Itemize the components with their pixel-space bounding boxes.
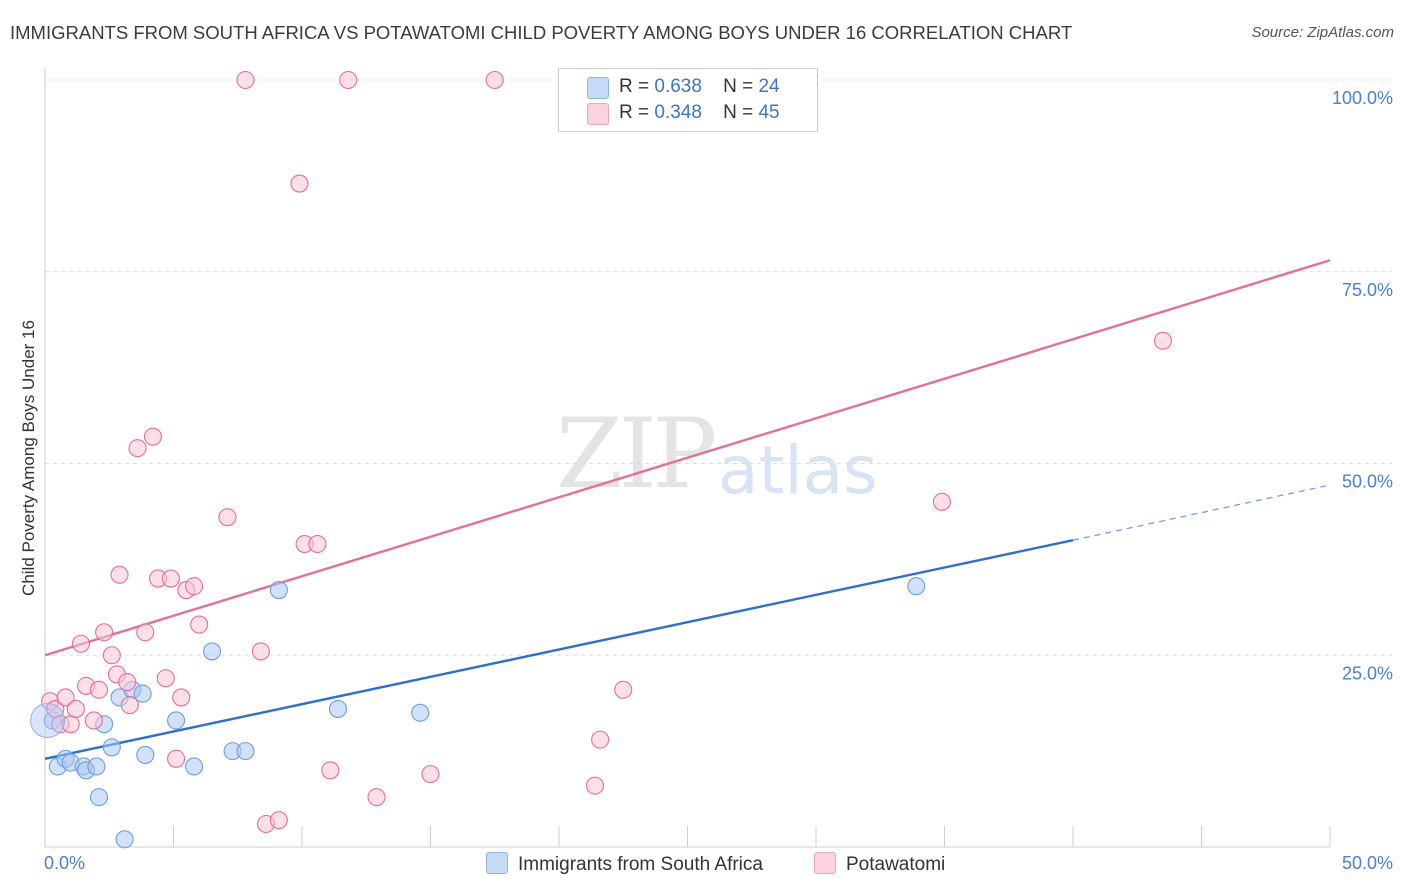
data-point — [161, 569, 180, 588]
legend-n-label: N = — [723, 76, 754, 97]
data-point-large — [30, 702, 66, 738]
data-point — [120, 696, 139, 715]
series-legend-potawatomi: Potawatomi — [814, 852, 945, 876]
data-point — [236, 742, 255, 761]
data-point — [321, 761, 340, 780]
data-point — [89, 680, 109, 699]
stats-legend: R = 0.638 N = 24 R = 0.348 N = 45 — [558, 68, 818, 132]
series-potawatomi — [41, 70, 1172, 834]
data-point — [110, 565, 129, 584]
data-points — [30, 70, 1172, 849]
data-point — [614, 680, 633, 699]
data-point — [308, 534, 327, 554]
legend-swatch-potawatomi — [587, 103, 609, 125]
data-point — [907, 577, 926, 596]
data-point — [84, 711, 103, 730]
data-point — [1153, 331, 1172, 350]
data-point — [269, 581, 288, 600]
legend-swatch-south-africa — [587, 77, 609, 99]
legend-r-value: 0.638 — [654, 76, 702, 97]
data-point — [411, 703, 430, 722]
data-point — [87, 757, 106, 776]
trend-lines — [44, 259, 1331, 760]
y-axis-label: Child Poverty Among Boys Under 16 — [19, 320, 38, 596]
y-tick-label: 50.0% — [1342, 472, 1393, 492]
data-point — [95, 623, 114, 642]
data-point — [485, 70, 504, 90]
data-point — [66, 699, 85, 718]
data-point — [143, 427, 162, 446]
x-tick-label: 50.0% — [1342, 853, 1393, 873]
data-point — [185, 757, 204, 776]
data-point — [167, 749, 186, 768]
data-point — [167, 711, 186, 730]
data-point — [156, 669, 175, 688]
legend-r-label: R = — [619, 102, 650, 123]
data-point — [133, 684, 152, 703]
data-point — [251, 642, 270, 661]
data-point — [236, 70, 255, 90]
watermark-atlas: atlas — [718, 432, 878, 509]
series-name-potawatomi: Potawatomi — [846, 854, 946, 875]
data-point — [932, 492, 951, 511]
chart-title: IMMIGRANTS FROM SOUTH AFRICA VS POTAWATO… — [10, 22, 1073, 43]
data-point — [328, 699, 348, 718]
data-point — [71, 634, 91, 653]
data-point — [367, 788, 386, 807]
data-point — [203, 642, 222, 661]
series-name-south-africa: Immigrants from South Africa — [518, 854, 763, 875]
y-tick-label: 75.0% — [1342, 280, 1393, 300]
data-point — [585, 776, 605, 795]
legend-n-value: 24 — [758, 76, 780, 97]
data-point — [185, 577, 204, 596]
data-point — [118, 673, 137, 692]
series-south-africa — [43, 577, 926, 849]
data-point — [591, 730, 610, 749]
data-point — [89, 788, 109, 807]
legend-r-value: 0.348 — [654, 102, 702, 123]
data-point — [269, 811, 288, 830]
series-legend-south-africa: Immigrants from South Africa — [486, 852, 763, 876]
data-point — [136, 623, 155, 642]
data-point — [102, 738, 121, 757]
y-tick-label: 100.0% — [1332, 88, 1393, 108]
data-point — [115, 830, 134, 849]
data-point — [136, 745, 155, 765]
watermark-zip: ZIP — [556, 398, 717, 510]
legend-n-value: 45 — [758, 102, 780, 123]
data-point — [339, 70, 358, 90]
trend-line-potawatomi — [44, 259, 1331, 657]
x-tick-label: 0.0% — [44, 853, 85, 873]
series-swatch-south-africa — [486, 852, 508, 874]
data-point — [190, 615, 209, 634]
tick-labels: 25.0% 50.0% 75.0% 100.0% 0.0% 50.0% — [44, 88, 1393, 873]
data-point — [56, 688, 75, 707]
data-point — [128, 439, 147, 458]
data-point — [102, 646, 121, 665]
data-point — [421, 765, 440, 784]
data-point — [290, 174, 309, 193]
data-point — [172, 688, 191, 707]
legend-r-label: R = — [619, 76, 650, 97]
series-swatch-potawatomi — [814, 852, 836, 874]
trend-line-south-africa-extension — [1072, 484, 1331, 541]
trend-line-south-africa — [44, 539, 1074, 760]
gridlines — [45, 79, 1392, 656]
data-point — [218, 508, 237, 527]
legend-n-label: N = — [723, 102, 754, 123]
y-tick-label: 25.0% — [1342, 663, 1393, 683]
source-credit: Source: ZipAtlas.com — [1251, 24, 1394, 41]
